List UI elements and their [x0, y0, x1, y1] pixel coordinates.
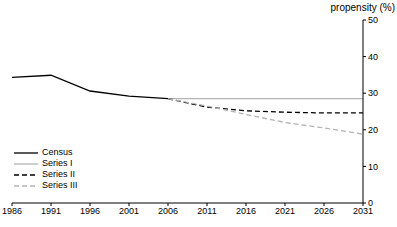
svg-text:2001: 2001 — [119, 206, 139, 216]
svg-text:2026: 2026 — [314, 206, 334, 216]
svg-text:40: 40 — [368, 52, 378, 62]
html-text:Census: Census — [42, 147, 73, 157]
svg-text:10: 10 — [368, 162, 378, 172]
html-text:Series III: Series III — [42, 180, 78, 190]
svg-text:1991: 1991 — [41, 206, 61, 216]
svg-text:1996: 1996 — [80, 206, 100, 216]
svg-text:1986: 1986 — [8, 206, 22, 216]
svg-text:2006: 2006 — [158, 206, 178, 216]
svg-text:2021: 2021 — [275, 206, 295, 216]
svg-text:0: 0 — [368, 198, 373, 208]
html-text:propensity (%): propensity (%) — [330, 2, 395, 13]
svg-text:20: 20 — [368, 125, 378, 135]
html-text:Series I: Series I — [42, 158, 73, 168]
svg-text:30: 30 — [368, 88, 378, 98]
svg-text:2031: 2031 — [353, 206, 373, 217]
svg-text:2016: 2016 — [236, 206, 256, 216]
html-text:Series II: Series II — [42, 169, 75, 179]
svg-text:2011: 2011 — [197, 206, 216, 216]
svg-text:50: 50 — [368, 15, 378, 25]
